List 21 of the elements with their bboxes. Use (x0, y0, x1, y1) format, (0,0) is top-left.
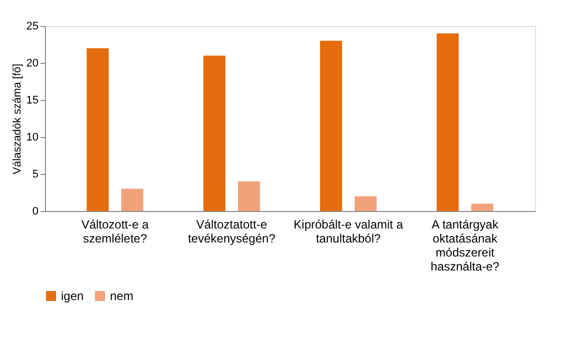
bar (121, 188, 144, 211)
legend-label: nem (110, 289, 134, 303)
x-tick-label: Változtatott-e tevékenységén? (188, 218, 276, 246)
y-tick-label: 10 (26, 132, 38, 144)
y-tick-label: 5 (32, 168, 38, 180)
bar (203, 56, 226, 211)
y-tick-label: 20 (26, 58, 38, 70)
x-tick-label: A tantárgyak oktatásának módszereit használta-e? (430, 218, 500, 274)
bar (436, 33, 459, 211)
bar (354, 196, 377, 211)
x-tick-label: Kipróbált-e valamit a tanultakból? (294, 218, 404, 246)
y-axis-title: Válaszadók száma [fő] (11, 64, 24, 174)
y-tick-label: 0 (32, 206, 38, 218)
bar (86, 48, 109, 211)
y-tick-label: 15 (26, 94, 38, 106)
x-tick-label: Változott-e a szemlélete? (81, 218, 150, 246)
bar (471, 204, 494, 211)
y-tick-label: 25 (26, 20, 38, 32)
legend-label: igen (61, 289, 84, 303)
bar (320, 40, 342, 211)
bar (238, 181, 260, 211)
